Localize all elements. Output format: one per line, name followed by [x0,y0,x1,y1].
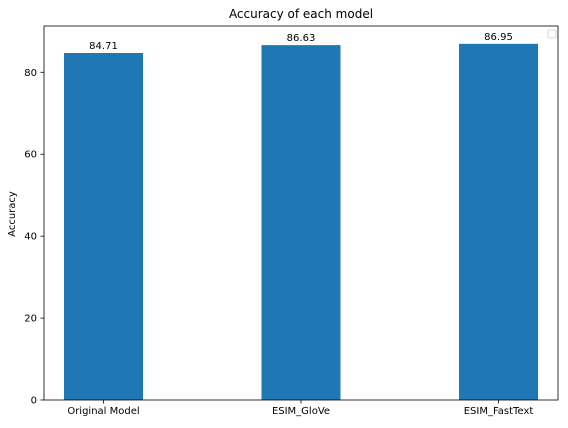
plot-area-frame [43,25,559,401]
data-label: 86.63 [287,33,316,44]
data-labels-layer: 84.71 86.63 86.95 [89,32,513,52]
x-tick-label: ESIM_FastText [464,406,534,417]
bars-layer [64,43,538,401]
x-tick-label: ESIM_GloVe [272,406,330,417]
x-ticks-layer: Original Model ESIM_GloVe ESIM_FastText [67,400,533,417]
bar [459,43,538,401]
y-axis-label: Accuracy [7,191,18,237]
y-tick-label: 0 [31,396,37,407]
legend-box [547,29,557,39]
chart-title: Accuracy of each model [229,7,373,21]
data-label: 86.95 [484,32,513,43]
y-ticks-layer: 0 20 40 60 80 [24,68,44,407]
y-tick-label: 60 [24,150,37,161]
y-tick-label: 80 [24,68,37,79]
y-tick-label: 20 [24,314,37,325]
x-tick-label: Original Model [67,406,139,417]
bar [261,45,341,400]
data-label: 84.71 [89,41,118,52]
y-tick-label: 40 [24,232,37,243]
bar [64,52,143,401]
